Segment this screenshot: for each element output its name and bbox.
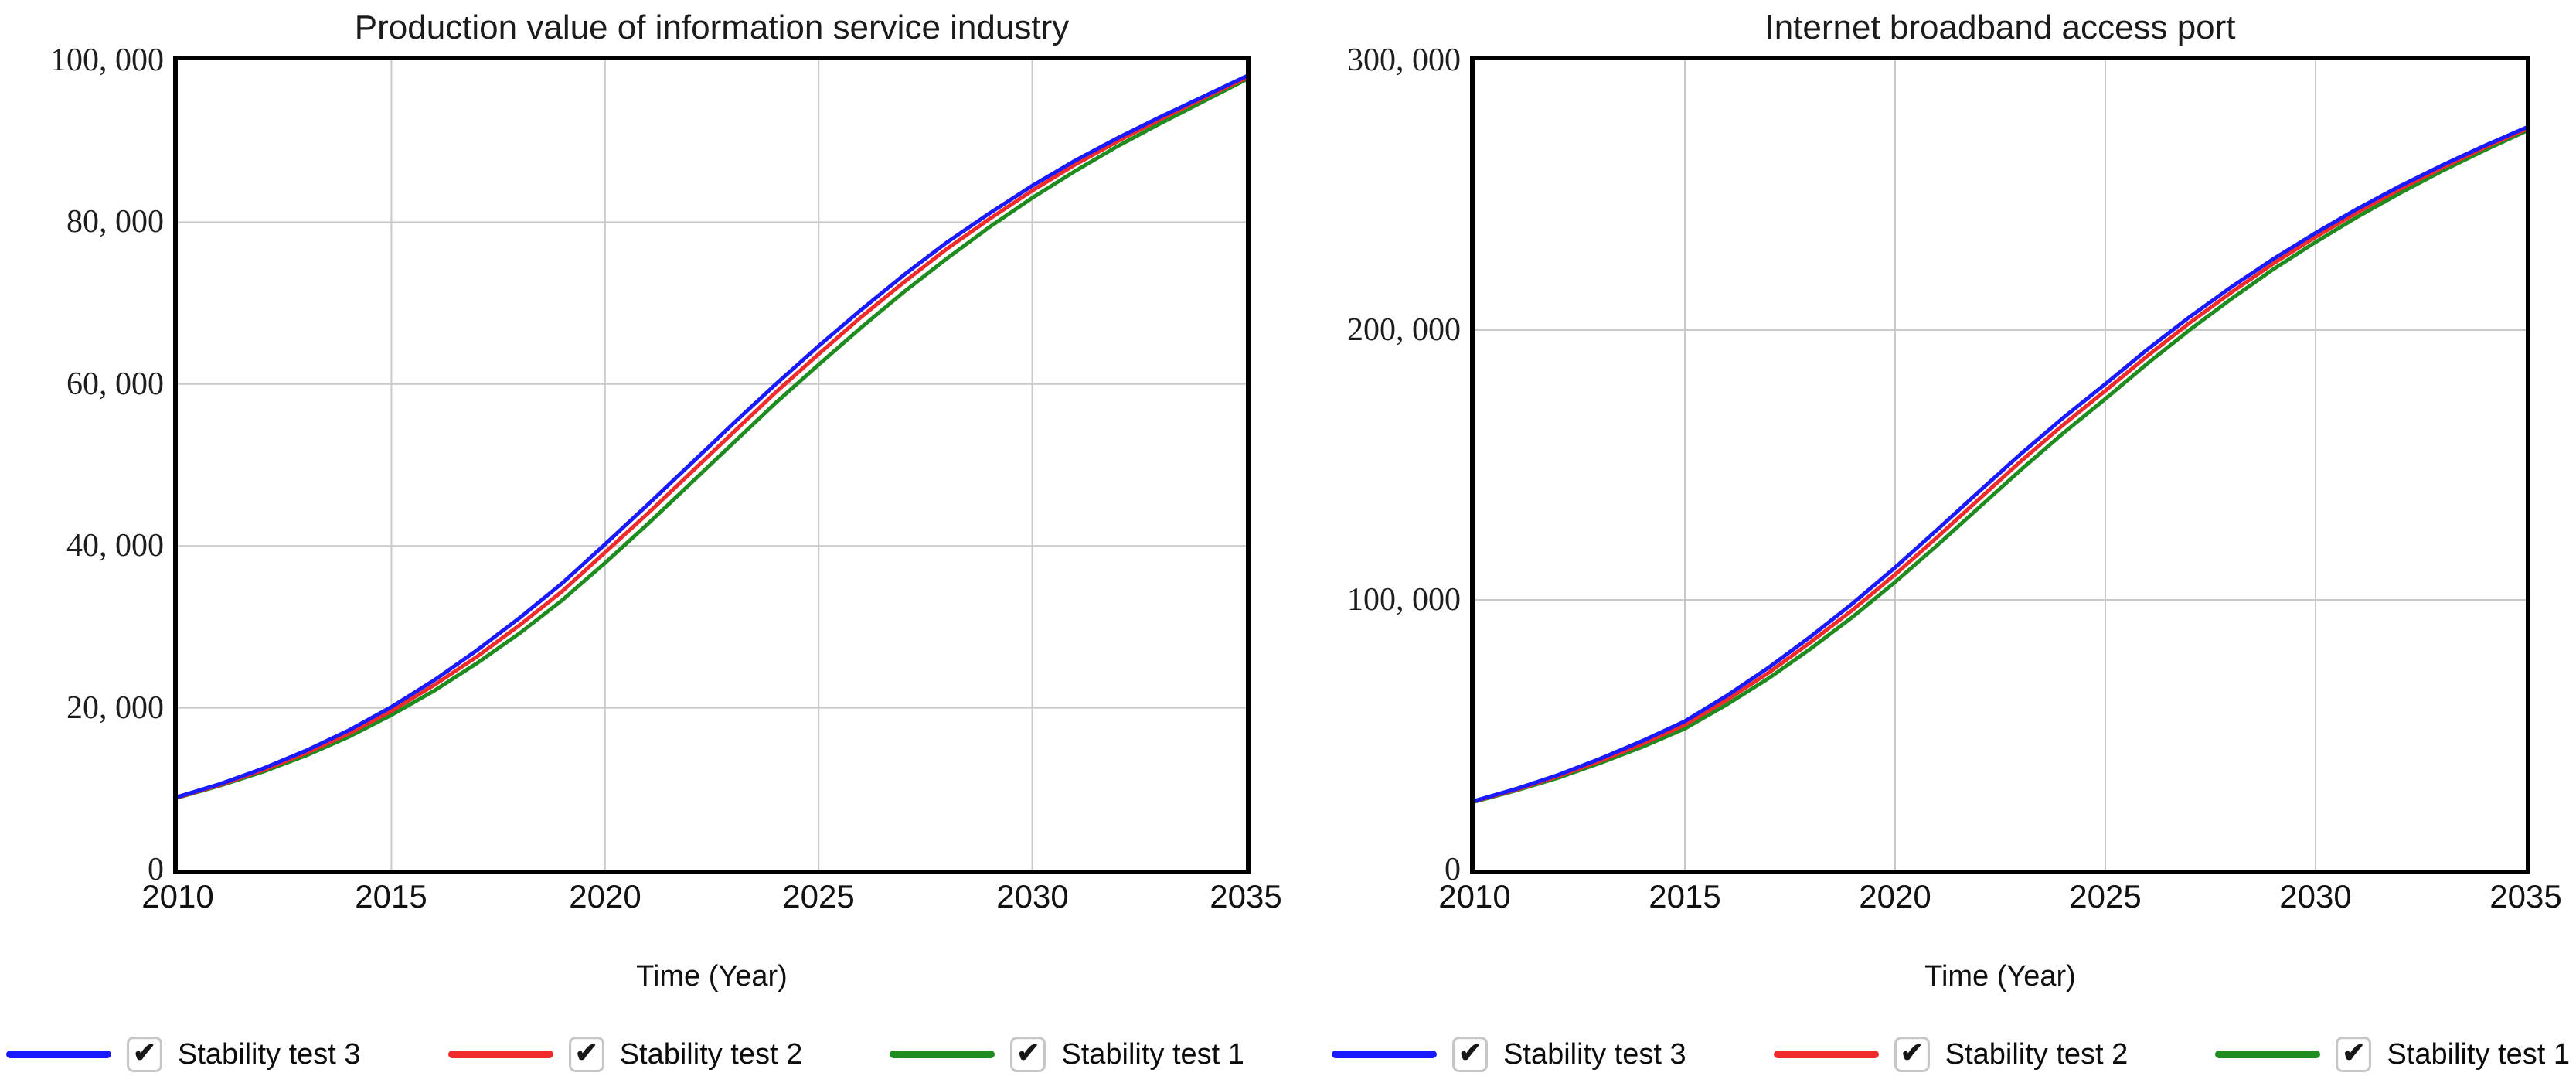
x-tick-label: 2010 [141,878,214,914]
x-tick-label: 2015 [355,878,427,914]
line-series-canvas [1475,60,2526,870]
checkmark-icon: ✔ [1900,1037,1924,1068]
legend-checkbox[interactable]: ✔ [1452,1037,1489,1072]
legend-label: Stability test 3 [178,1037,361,1071]
x-axis-title: Time (Year) [1924,960,2076,993]
x-axis-tick-labels: 2010 2015 2020 2025 2030 2035 [0,877,2576,918]
x-tick-label: 2030 [996,878,1069,914]
legend-line-swatch [890,1051,995,1058]
legend-checkbox[interactable]: ✔ [127,1037,162,1072]
plot-area [173,56,1251,874]
y-tick-label: 60, 000 [66,366,164,402]
legend-checkbox[interactable]: ✔ [568,1037,604,1072]
x-tick-label: 2020 [569,878,641,914]
legend-item: ✔ Stability test 1 [890,1037,1244,1072]
legend-checkbox[interactable]: ✔ [2336,1037,2372,1072]
y-tick-label: 100, 000 [1347,582,1461,618]
legend-line-swatch [1773,1051,1879,1058]
legend-label: Stability test 2 [1945,1037,2129,1071]
checkmark-icon: ✔ [2342,1037,2366,1068]
checkmark-icon: ✔ [1016,1037,1040,1068]
legend-label: Stability test 1 [2387,1037,2570,1071]
x-tick-label: 2035 [2489,878,2562,914]
y-tick-label: 80, 000 [66,204,164,240]
legend-label: Stability test 3 [1503,1037,1686,1071]
y-tick-label: 0 [148,852,164,887]
y-tick-label: 100, 000 [50,43,164,78]
legend-line-swatch [6,1051,111,1058]
x-tick-label: 2020 [1859,878,1931,914]
y-tick-label: 0 [1445,852,1461,887]
legend-item: ✔ Stability test 2 [1773,1037,2129,1072]
x-axis-title: Time (Year) [636,960,788,993]
legend-item: ✔ Stability test 2 [447,1037,803,1072]
y-tick-label: 40, 000 [66,528,164,564]
x-tick-label: 2015 [1649,878,1721,914]
legend: ✔ Stability test 3 ✔ Stability test 2 ✔ … [0,1027,2576,1082]
legend-checkbox[interactable]: ✔ [1010,1037,1046,1072]
legend-line-swatch [1332,1051,1438,1058]
checkmark-icon: ✔ [1458,1037,1482,1068]
legend-checkbox[interactable]: ✔ [1894,1037,1930,1072]
legend-label: Stability test 2 [619,1037,803,1071]
legend-item: ✔ Stability test 3 [6,1037,361,1072]
legend-label: Stability test 1 [1061,1037,1244,1071]
line-series-canvas [178,60,1246,870]
y-axis-tick-labels: 100, 000 80, 000 60, 000 40, 000 20, 000… [0,0,164,928]
y-tick-label: 200, 000 [1347,312,1461,348]
legend-item: ✔ Stability test 3 [1332,1037,1686,1072]
legend-line-swatch [447,1051,553,1058]
chart-title: Production value of information service … [354,9,1070,46]
x-tick-label: 2025 [782,878,855,914]
legend-line-swatch [2215,1051,2321,1058]
legend-item: ✔ Stability test 1 [2215,1037,2570,1072]
x-tick-label: 2035 [1210,878,1282,914]
x-tick-label: 2025 [2069,878,2142,914]
checkmark-icon: ✔ [574,1037,598,1068]
y-tick-label: 300, 000 [1347,43,1461,78]
y-tick-label: 20, 000 [66,690,164,726]
chart-title: Internet broadband access port [1764,9,2236,46]
y-axis-tick-labels: 300, 000 200, 000 100, 000 0 [1252,0,1461,928]
x-tick-label: 2030 [2279,878,2352,914]
plot-area [1470,56,2530,874]
x-axis-tick-labels: 2010 2015 2020 2025 2030 2035 [0,877,2576,918]
x-tick-label: 2010 [1438,878,1511,914]
checkmark-icon: ✔ [132,1037,157,1068]
